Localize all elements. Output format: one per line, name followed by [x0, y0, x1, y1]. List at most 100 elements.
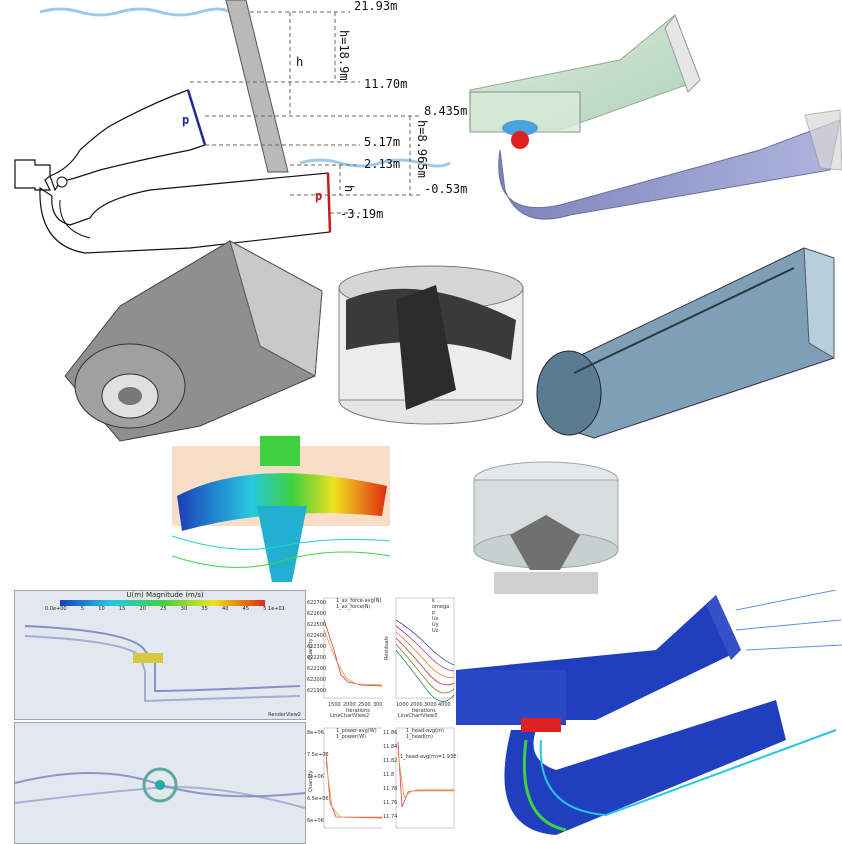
- legend-entry: Ux: [432, 616, 439, 622]
- legend-entry: Uy: [432, 622, 439, 628]
- residual-series: [395, 637, 455, 686]
- colorbar: [60, 600, 265, 606]
- y-tick-label: 622200: [307, 655, 326, 661]
- x-tick-label: 2500: [358, 702, 371, 708]
- residual-series: [395, 649, 455, 702]
- mesh-runner-region: [336, 260, 526, 428]
- chart-footer: LineChartView2: [330, 713, 369, 718]
- legend-entry: k: [432, 598, 435, 604]
- head-total-label: h=18.9m: [337, 30, 351, 81]
- elevation-guides: [190, 11, 420, 214]
- elev-neg0-53: -0.53m: [424, 182, 467, 196]
- y-axis-label: Quantity: [308, 770, 314, 792]
- elev-2-13: 2.13m: [364, 157, 400, 171]
- dam-wall: [225, 0, 289, 173]
- elev-21-93: 21.93m: [354, 0, 397, 13]
- y-tick-label: 11.78: [383, 786, 397, 792]
- render-view-label: RenderView2: [268, 712, 301, 718]
- elev-11-70: 11.70m: [364, 77, 407, 91]
- chart-head: 1_head-avg(m) 1_head(m) 11.86 11.84 11.82 11.…: [382, 722, 458, 842]
- power-plot: 1_power-avg(W)1_power(W) 8e+06 7.5e+06 7e+0…: [307, 727, 385, 829]
- colorbar-tick: 5.1e+01: [263, 606, 285, 612]
- x-tick-label: 1500: [328, 702, 341, 708]
- chart-axial-force: 1_ax_force-avg(N) 1_ax_force(N) 622700 6226…: [306, 590, 388, 718]
- y-axis-label: Residuals: [384, 636, 390, 660]
- draft-tube-outline: [39, 172, 331, 254]
- colorbar-tick: 35: [201, 606, 208, 612]
- force-series: [323, 619, 385, 687]
- mesh-draft-tube: [534, 238, 842, 448]
- y-tick-label: 11.76: [383, 800, 397, 806]
- y-axis-label: Quantity: [308, 638, 314, 660]
- y-tick-label: 622400: [307, 633, 326, 639]
- y-tick-label: 11.74: [383, 814, 397, 820]
- legend-entry: 1_ax_force(N): [336, 604, 370, 610]
- colorbar-tick: 0.0e+00: [45, 606, 67, 612]
- force-avg-series: [323, 629, 385, 686]
- y-tick-label: 8e+06: [307, 730, 324, 736]
- legend-entry: 1_ax_force-avg(N): [336, 598, 381, 604]
- legend-entry: 1_power-avg(W): [336, 728, 377, 734]
- x-axis-label: Iterations: [412, 708, 436, 714]
- x-tick-label: 4000: [438, 702, 451, 708]
- legend-entry: 1_power(W): [336, 734, 366, 740]
- colorbar-tick: 5: [80, 606, 85, 612]
- head-upper-label: h: [296, 55, 303, 69]
- y-tick-label: 6e+06: [307, 818, 324, 824]
- legend-entry: 1_head-avg(m): [406, 728, 444, 734]
- runner-cutaway: [470, 460, 622, 594]
- y-tick-label: 11.82: [383, 758, 397, 764]
- y-tick-label: 622300: [307, 644, 326, 650]
- ps-label: p: [315, 189, 322, 203]
- chart-power: 1_power-avg(W) 1_power(W) 8e+06 7.5e+06 7e+0…: [306, 722, 388, 842]
- head-draft-label: h: [342, 185, 356, 192]
- chart-footer: LineChartView3: [398, 713, 437, 718]
- head-series: [397, 741, 454, 808]
- elev-5-17: 5.17m: [364, 135, 400, 149]
- plot-frame: [323, 727, 385, 829]
- y-tick-label: 621900: [307, 688, 326, 694]
- y-tick-label: 11.84: [383, 744, 397, 750]
- y-tick-label: 622600: [307, 611, 326, 617]
- y-tick-label: 622500: [307, 622, 326, 628]
- pt-section-line: [186, 89, 207, 146]
- x-tick-label: 3000: [373, 702, 386, 708]
- colorbar-tick: 10: [98, 606, 105, 612]
- paraview-streamlines-bottom: [14, 722, 306, 844]
- chart-tooltip: 1_head-avg(m)=1.93E: 11.808: [400, 754, 458, 760]
- elev-8-435: 8.435m: [424, 104, 467, 118]
- power-series: [325, 751, 385, 819]
- x-axis-label: Iterations: [346, 708, 370, 714]
- streamline-3d-view: [456, 590, 842, 842]
- y-tick-label: 7e+06: [307, 774, 324, 780]
- x-tick-label: 2000: [343, 702, 356, 708]
- head-avg-series: [397, 751, 454, 798]
- residual-series: [395, 631, 455, 678]
- elev-neg3-19: -3.19m: [340, 207, 383, 221]
- legend-entry: Uz: [432, 628, 439, 634]
- plot-frame: [395, 597, 455, 699]
- mesh-full-domain: [60, 236, 328, 446]
- colorbar-tick: 25: [160, 606, 167, 612]
- pt-label: p: [182, 113, 189, 127]
- head-plot: 1_head-avg(m)1_head(m) 11.86 11.84 11.82 11.…: [383, 727, 458, 829]
- ps-section-line: [326, 172, 332, 233]
- colorbar-ticks: 0.0e+00 5 10 15 20 25 30 35 40 45 5.1e+0…: [45, 606, 285, 612]
- plot-frame: [395, 727, 455, 829]
- hydro-schematic: h h=18.9m h=8.965m h p p 21.93m 11.70m 8…: [0, 0, 470, 262]
- colorbar-tick: 30: [180, 606, 188, 612]
- y-tick-label: 7.5e+06: [307, 752, 329, 758]
- colorbar-tick: 45: [242, 606, 250, 612]
- turbine-housing: [14, 159, 51, 191]
- head-net-label: h=8.965m: [415, 120, 429, 178]
- x-tick-label: 2000: [410, 702, 423, 708]
- y-tick-label: 11.86: [383, 730, 397, 736]
- y-tick-label: 622700: [307, 600, 326, 606]
- colorbar-title: U(m) Magnitude (m/s): [126, 591, 204, 599]
- legend-entry: p: [432, 610, 435, 616]
- legend-entry: omega: [432, 604, 449, 610]
- legend-entry: 1_head(m): [406, 734, 433, 740]
- runner-velocity-contour: [172, 436, 390, 582]
- lower-water-surface: [299, 158, 451, 168]
